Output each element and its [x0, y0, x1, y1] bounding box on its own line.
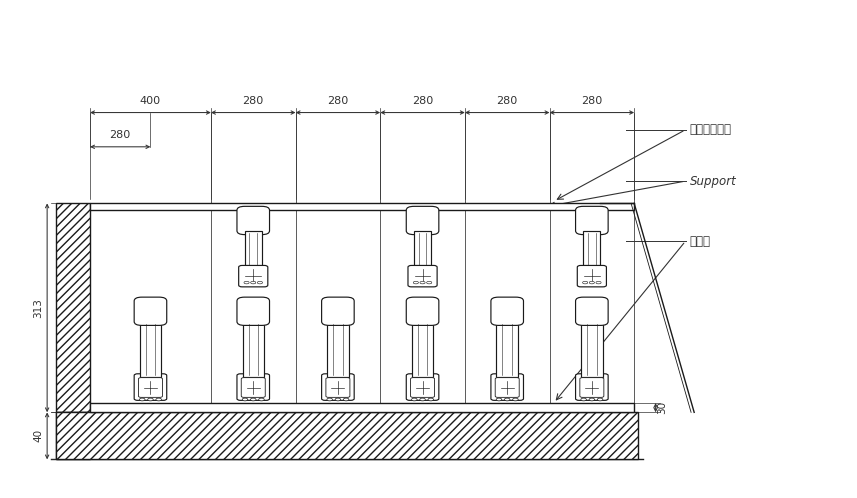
Text: 280: 280 — [327, 96, 349, 106]
Bar — [412, 322, 434, 377]
Circle shape — [581, 398, 586, 401]
Circle shape — [413, 281, 418, 284]
Circle shape — [512, 398, 518, 401]
FancyBboxPatch shape — [576, 297, 608, 325]
Circle shape — [259, 398, 264, 401]
Circle shape — [597, 398, 602, 401]
Text: 40: 40 — [33, 429, 44, 442]
Circle shape — [420, 281, 425, 284]
Circle shape — [505, 398, 510, 401]
Bar — [245, 231, 261, 267]
Circle shape — [250, 398, 256, 401]
Circle shape — [147, 398, 153, 401]
FancyBboxPatch shape — [411, 377, 434, 397]
Circle shape — [590, 281, 595, 284]
Bar — [584, 231, 601, 267]
Text: 313: 313 — [33, 298, 44, 318]
Circle shape — [335, 398, 340, 401]
Circle shape — [140, 398, 145, 401]
FancyBboxPatch shape — [238, 265, 267, 287]
Circle shape — [327, 398, 333, 401]
Text: 280: 280 — [110, 130, 131, 140]
Text: レール: レール — [690, 235, 711, 248]
Bar — [56, 203, 90, 412]
FancyBboxPatch shape — [237, 297, 269, 325]
Circle shape — [156, 398, 161, 401]
Text: 400: 400 — [140, 96, 161, 106]
FancyBboxPatch shape — [576, 374, 608, 400]
FancyBboxPatch shape — [326, 377, 350, 397]
FancyBboxPatch shape — [321, 374, 354, 400]
Circle shape — [244, 281, 249, 284]
Circle shape — [420, 398, 425, 401]
FancyBboxPatch shape — [406, 297, 439, 325]
Circle shape — [496, 398, 501, 401]
FancyBboxPatch shape — [406, 374, 439, 400]
Circle shape — [344, 398, 349, 401]
Bar — [581, 322, 602, 377]
FancyBboxPatch shape — [576, 206, 608, 235]
FancyBboxPatch shape — [491, 374, 524, 400]
Text: ヘッドカバー: ヘッドカバー — [690, 123, 732, 136]
Circle shape — [243, 398, 248, 401]
Bar — [414, 231, 431, 267]
Circle shape — [257, 281, 262, 284]
FancyBboxPatch shape — [495, 377, 519, 397]
Circle shape — [589, 398, 595, 401]
Bar — [90, 403, 634, 412]
Bar — [56, 412, 90, 460]
FancyBboxPatch shape — [237, 206, 269, 235]
Text: Layout of Smart Bike Racks: Layout of Smart Bike Racks — [214, 21, 643, 49]
Circle shape — [427, 281, 432, 284]
Bar — [90, 203, 634, 210]
Circle shape — [411, 398, 417, 401]
Circle shape — [596, 281, 601, 284]
Circle shape — [583, 281, 588, 284]
Bar — [496, 322, 518, 377]
Bar — [140, 322, 161, 377]
Bar — [56, 412, 638, 460]
FancyBboxPatch shape — [580, 377, 604, 397]
FancyBboxPatch shape — [135, 374, 167, 400]
FancyBboxPatch shape — [406, 206, 439, 235]
FancyBboxPatch shape — [321, 297, 354, 325]
Circle shape — [428, 398, 434, 401]
FancyBboxPatch shape — [139, 377, 163, 397]
Text: 280: 280 — [243, 96, 264, 106]
Text: 30: 30 — [657, 401, 668, 414]
Bar — [243, 322, 264, 377]
FancyBboxPatch shape — [578, 265, 607, 287]
FancyBboxPatch shape — [408, 265, 437, 287]
FancyBboxPatch shape — [491, 297, 524, 325]
FancyBboxPatch shape — [241, 377, 265, 397]
Text: 280: 280 — [412, 96, 433, 106]
FancyBboxPatch shape — [135, 297, 167, 325]
Text: Support: Support — [690, 175, 737, 188]
Text: 280: 280 — [581, 96, 602, 106]
Bar — [327, 322, 349, 377]
Text: 280: 280 — [496, 96, 518, 106]
FancyBboxPatch shape — [237, 374, 269, 400]
Circle shape — [250, 281, 255, 284]
